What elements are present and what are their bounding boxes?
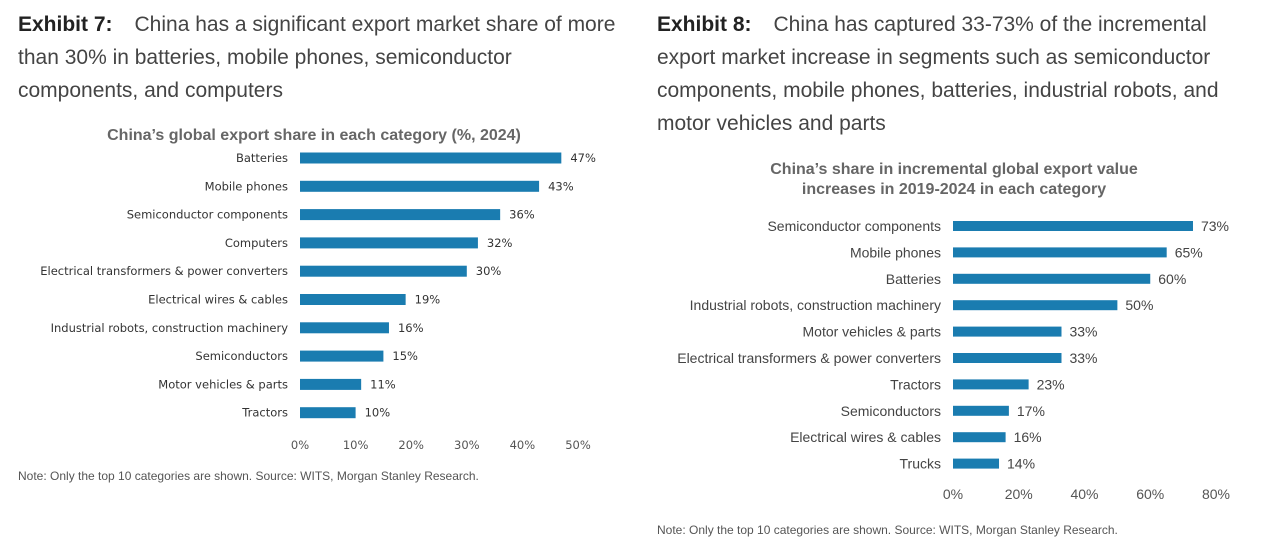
data-label: 43%	[548, 179, 574, 193]
data-label: 60%	[1158, 271, 1186, 287]
category-label: Motor vehicles & parts	[158, 377, 288, 391]
data-label: 16%	[1014, 429, 1042, 445]
data-label: 47%	[570, 151, 596, 165]
category-label: Mobile phones	[850, 244, 941, 260]
category-label: Electrical wires & cables	[148, 293, 288, 307]
category-label: Semiconductors	[841, 403, 941, 419]
x-tick-label: 30%	[454, 438, 480, 452]
data-label: 65%	[1175, 244, 1203, 260]
bar	[953, 458, 1000, 469]
category-label: Electrical transformers & power converte…	[677, 350, 941, 366]
bar	[953, 247, 1167, 258]
data-label: 14%	[1007, 456, 1035, 472]
exhibit-8-heading-text: China has captured 33-73% of the increme…	[657, 13, 1219, 135]
data-label: 16%	[398, 321, 424, 335]
category-label: Tractors	[241, 406, 288, 420]
exhibit-7-heading-text: China has a significant export market sh…	[18, 13, 616, 102]
chart-title-line-1: China’s share in incremental global expo…	[770, 161, 1138, 178]
category-label: Computers	[225, 236, 288, 250]
category-label: Industrial robots, construction machiner…	[690, 297, 941, 313]
bar	[300, 350, 384, 362]
category-label: Semiconductor components	[127, 208, 288, 222]
bar	[300, 209, 501, 221]
category-label: Industrial robots, construction machiner…	[51, 321, 289, 335]
exhibit-7: Exhibit 7: China has a significant export…	[0, 0, 630, 549]
chart-8: China’s share in incremental global expo…	[677, 161, 1230, 502]
x-tick-label: 60%	[1136, 486, 1164, 502]
bar	[300, 378, 362, 390]
bar	[953, 273, 1151, 284]
bar	[300, 152, 562, 164]
exhibit-7-heading: Exhibit 7: China has a significant export…	[18, 8, 630, 107]
exhibit-7-label: Exhibit 7:	[18, 13, 113, 36]
chart-title: China’s global export share in each cate…	[107, 127, 521, 144]
chart-title-line-2: increases in 2019-2024 in each category	[802, 181, 1106, 198]
data-label: 30%	[476, 264, 502, 278]
exhibit-8: Exhibit 8: China has captured 33-73% of t…	[640, 0, 1268, 549]
category-label: Semiconductor components	[767, 218, 941, 234]
bar	[953, 379, 1029, 390]
bar	[953, 353, 1062, 363]
category-label: Semiconductors	[195, 349, 288, 363]
data-label: 32%	[487, 236, 513, 250]
data-label: 15%	[392, 349, 418, 363]
bar	[953, 432, 1006, 443]
category-label: Mobile phones	[205, 179, 288, 193]
exhibit-7-note: Note: Only the top 10 categories are sho…	[18, 469, 479, 483]
bar	[953, 405, 1009, 416]
chart-7: China’s global export share in each cate…	[40, 127, 596, 452]
x-tick-label: 0%	[943, 486, 963, 502]
x-tick-label: 80%	[1202, 486, 1230, 502]
bar	[953, 326, 1062, 337]
data-label: 33%	[1069, 350, 1097, 366]
x-tick-label: 20%	[398, 438, 424, 452]
data-label: 11%	[370, 377, 396, 391]
x-tick-label: 40%	[1070, 486, 1098, 502]
data-label: 17%	[1017, 403, 1045, 419]
x-tick-label: 0%	[291, 438, 309, 452]
bar	[953, 300, 1118, 311]
data-label: 36%	[509, 208, 535, 222]
exhibit-8-label: Exhibit 8:	[657, 13, 752, 36]
bar	[953, 221, 1193, 231]
category-label: Tractors	[890, 376, 941, 392]
data-label: 50%	[1125, 297, 1153, 313]
bar	[300, 294, 406, 305]
category-label: Electrical wires & cables	[790, 429, 941, 445]
bar	[300, 322, 389, 334]
data-label: 33%	[1069, 324, 1097, 340]
x-tick-label: 40%	[510, 438, 536, 452]
data-label: 23%	[1037, 376, 1065, 392]
category-label: Batteries	[236, 151, 288, 165]
x-tick-label: 20%	[1005, 486, 1033, 502]
data-label: 10%	[365, 406, 391, 420]
x-tick-label: 10%	[343, 438, 369, 452]
category-label: Batteries	[886, 271, 941, 287]
bar	[300, 407, 356, 419]
category-label: Electrical transformers & power converte…	[40, 264, 288, 278]
category-label: Motor vehicles & parts	[803, 324, 942, 340]
bar	[300, 265, 467, 277]
exhibit-8-note: Note: Only the top 10 categories are sho…	[657, 523, 1118, 537]
bar	[300, 180, 540, 192]
exhibit-8-heading: Exhibit 8: China has captured 33-73% of t…	[657, 8, 1268, 140]
data-label: 73%	[1201, 218, 1229, 234]
data-label: 19%	[415, 293, 441, 307]
bar	[300, 237, 478, 249]
x-tick-label: 50%	[565, 438, 591, 452]
category-label: Trucks	[900, 456, 941, 472]
